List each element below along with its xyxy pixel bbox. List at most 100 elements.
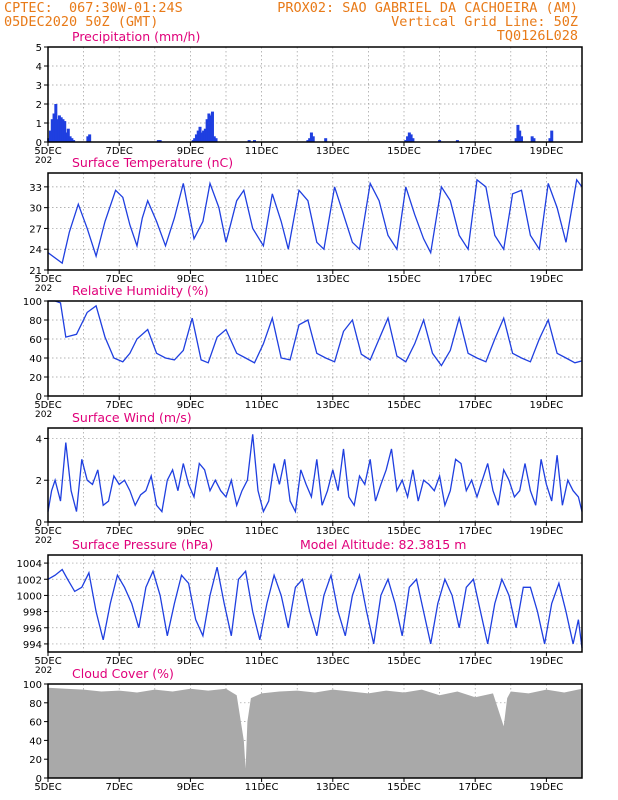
precip-bar <box>88 134 92 142</box>
x-tick-label: 5DEC <box>34 274 61 285</box>
x-tick-label: 17DEC <box>458 526 492 537</box>
x-tick-label: 7DEC <box>106 146 133 157</box>
y-tick-label: 1000 <box>17 591 42 602</box>
x-tick-label: 17DEC <box>458 146 492 157</box>
precip-bar <box>56 119 60 142</box>
y-tick-label: 20 <box>29 755 42 766</box>
x-tick-label: 7DEC <box>106 274 133 285</box>
x-tick-label: 19DEC <box>530 656 564 667</box>
x-tick-label: 19DEC <box>530 526 564 537</box>
precip-bar <box>86 136 90 142</box>
precip-bar <box>70 138 74 142</box>
y-tick-label: 80 <box>29 316 42 327</box>
x-tick-label: 11DEC <box>245 274 279 285</box>
y-tick-label: 4 <box>36 62 42 73</box>
x-tick-label: 7DEC <box>106 656 133 667</box>
x-tick-label: 11DEC <box>245 656 279 667</box>
x-tick-label: 17DEC <box>458 656 492 667</box>
precip-bar <box>205 119 209 142</box>
panel-2 <box>44 300 583 400</box>
panel-annotation: Model Altitude: 82.3815 m <box>300 537 466 552</box>
precip-bar <box>65 132 69 142</box>
x-tick-label: 15DEC <box>387 656 421 667</box>
precip-bar <box>308 138 312 142</box>
y-tick-label: 0 <box>36 774 42 785</box>
precip-bar <box>61 119 65 142</box>
precip-bar <box>156 140 160 142</box>
panel-title: Precipitation (mm/h) <box>72 29 200 44</box>
precip-bar <box>550 130 554 142</box>
y-tick-label: 27 <box>29 224 42 235</box>
panel-title: Surface Temperature (nC) <box>72 155 233 170</box>
precip-bar <box>72 140 76 142</box>
precip-bar <box>530 136 534 142</box>
x-tick-label: 7DEC <box>106 782 133 793</box>
precip-bar <box>59 117 63 142</box>
plot-frame <box>47 427 583 523</box>
panel-0 <box>44 46 583 146</box>
y-tick-label: 60 <box>29 335 42 346</box>
y-tick-label: 40 <box>29 354 42 365</box>
x-tick-label: 9DEC <box>177 400 204 411</box>
precip-bar <box>210 111 214 142</box>
y-tick-label: 24 <box>29 245 42 256</box>
x-tick-label: 11DEC <box>245 146 279 157</box>
header-line3-right: TQ0126L028 <box>496 28 578 44</box>
y-tick-label: 0 <box>36 518 42 529</box>
precip-bar <box>518 130 522 142</box>
precip-bar <box>203 128 207 142</box>
year-label-partial: 202 <box>35 410 52 420</box>
precip-bar <box>406 136 410 142</box>
x-tick-label: 11DEC <box>245 526 279 537</box>
y-tick-label: 2 <box>36 476 42 487</box>
precip-bar <box>311 136 315 142</box>
panel-5 <box>44 683 583 782</box>
precip-bar <box>247 140 251 142</box>
data-line <box>47 434 583 514</box>
year-label-partial: 202 <box>35 284 52 294</box>
y-tick-label: 1 <box>36 119 42 130</box>
y-tick-label: 80 <box>29 699 42 710</box>
y-tick-label: 4 <box>36 434 42 445</box>
precip-bar <box>306 140 310 142</box>
y-tick-label: 998 <box>23 608 42 619</box>
y-tick-label: 33 <box>29 183 42 194</box>
y-tick-label: 100 <box>23 297 42 308</box>
x-tick-label: 5DEC <box>34 400 61 411</box>
precip-bar <box>63 121 67 142</box>
panel-1 <box>44 172 583 274</box>
x-tick-label: 19DEC <box>530 400 564 411</box>
precip-bar <box>68 136 72 142</box>
precip-bar <box>516 124 520 142</box>
precip-bar <box>455 140 459 142</box>
precip-bar <box>407 132 411 142</box>
x-tick-label: 15DEC <box>387 782 421 793</box>
x-tick-label: 15DEC <box>387 274 421 285</box>
x-tick-label: 13DEC <box>316 656 350 667</box>
precip-bar <box>212 136 216 142</box>
precip-bar <box>200 132 204 142</box>
precip-bar <box>158 140 162 142</box>
x-tick-label: 15DEC <box>387 400 421 411</box>
cloud-cover-area <box>48 687 582 778</box>
precip-bar <box>52 113 56 142</box>
y-tick-label: 1002 <box>17 575 42 586</box>
precip-bar <box>532 138 536 142</box>
precip-bar <box>214 138 218 142</box>
precip-bar <box>207 113 211 142</box>
x-tick-label: 9DEC <box>177 526 204 537</box>
panel-title: Surface Pressure (hPa) <box>72 537 213 552</box>
x-tick-label: 5DEC <box>34 782 61 793</box>
data-line <box>47 178 583 265</box>
x-tick-label: 13DEC <box>316 526 350 537</box>
x-tick-label: 5DEC <box>34 146 61 157</box>
precip-bar <box>548 138 552 142</box>
precip-bar <box>519 136 523 142</box>
x-tick-label: 17DEC <box>458 782 492 793</box>
precip-bar <box>48 130 52 142</box>
x-tick-label: 11DEC <box>245 400 279 411</box>
header-line2-right: Vertical Grid Line: 50Z <box>391 14 578 30</box>
y-tick-label: 3 <box>36 81 42 92</box>
y-tick-label: 1004 <box>17 559 42 570</box>
precip-bar <box>194 134 198 142</box>
